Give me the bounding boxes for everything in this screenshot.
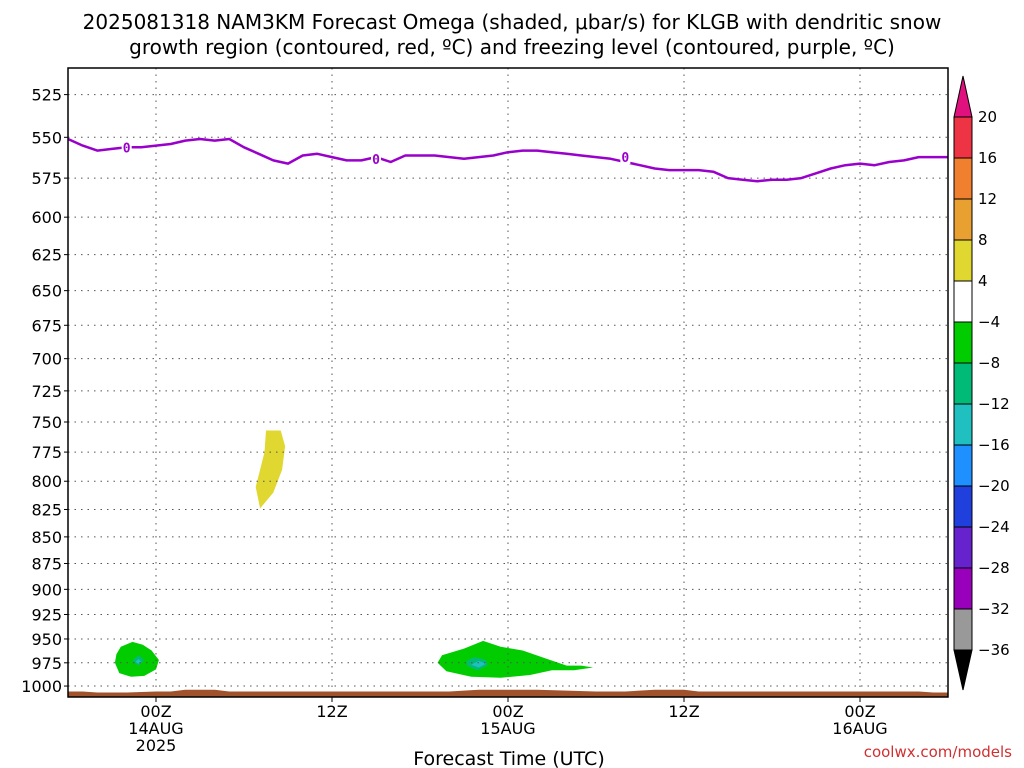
credit-text: coolwx.com/models (864, 743, 1012, 761)
colorbar-segment-8 (953, 444, 973, 487)
y-tick-label: 525 (31, 86, 62, 105)
plot-frame (67, 67, 949, 698)
x-tick-label: 00Z (844, 702, 875, 721)
y-tick-label: 600 (31, 208, 62, 227)
y-tick-label: 575 (31, 169, 62, 188)
freezing-level-contour (67, 137, 948, 183)
y-tick-label: 650 (31, 282, 62, 301)
omega-region-6 (471, 660, 486, 668)
y-tick-label: 675 (31, 316, 62, 335)
colorbar-segment-2 (953, 198, 973, 241)
y-tick-label: 825 (31, 500, 62, 519)
y-tick-label: 775 (31, 443, 62, 462)
y-tick-label: 925 (31, 605, 62, 624)
freezing-level-label: 0 (621, 151, 629, 166)
y-tick-label: 900 (31, 580, 62, 599)
x-tick-label: 16AUG (832, 719, 887, 738)
y-tick-label: 950 (31, 630, 62, 649)
y-tick-label: 550 (31, 128, 62, 147)
x-tick-label: 14AUG (128, 719, 183, 738)
colorbar-segment-4 (953, 280, 973, 323)
colorbar-label: −24 (978, 518, 1010, 536)
colorbar-label: 8 (978, 231, 988, 249)
y-tick-label: 800 (31, 472, 62, 491)
x-axis-label: Forecast Time (UTC) (413, 748, 604, 768)
y-tick-label: 850 (31, 528, 62, 547)
colorbar-segment-6 (953, 362, 973, 405)
x-tick-label: 00Z (492, 702, 523, 721)
colorbar-label: −12 (978, 395, 1010, 413)
terrain-ground (68, 689, 948, 697)
contour-label-bg (371, 150, 381, 166)
contour-label-bg (121, 139, 132, 155)
plot-area: 525 550 575 600 625 650 675 700 725 750 775 800 825 8… (21, 67, 949, 755)
x-tick-label: 15AUG (480, 719, 535, 738)
colorbar-label: −16 (978, 436, 1010, 454)
chart-title-line1: 2025081318 NAM3KM Forecast Omega (shaded… (83, 10, 942, 34)
colorbar-label: 12 (978, 190, 997, 208)
colorbar-segment-5 (953, 321, 973, 364)
colorbar-label: −8 (978, 354, 1000, 372)
colorbar-label: −36 (978, 641, 1010, 659)
colorbar-segment-9 (953, 485, 973, 528)
colorbar-segment-3 (953, 239, 973, 282)
x-tick-label: 12Z (668, 702, 699, 721)
colorbar-label: −20 (978, 477, 1010, 495)
y-tick-label: 700 (31, 350, 62, 369)
chart-title-line2: growth region (contoured, red, ºC) and f… (129, 35, 895, 59)
colorbar-label: 16 (978, 149, 997, 167)
colorbar-segment-1 (953, 157, 973, 200)
colorbar-segment-0 (953, 116, 973, 159)
colorbar-label: −28 (978, 559, 1010, 577)
colorbar-segment-11 (953, 567, 973, 610)
colorbar-segment-10 (953, 526, 973, 569)
colorbar: 20 16 12 8 4 −4 −8 −12 −16 −20 −24 −28 −32 −36 (953, 75, 1010, 691)
y-tick-label: 875 (31, 554, 62, 573)
colorbar-segment-12 (953, 608, 973, 651)
x-tick-label: 00Z (140, 702, 171, 721)
freezing-level-label: 0 (123, 141, 131, 156)
y-tick-label: 750 (31, 413, 62, 432)
freezing-level-label: 0 (372, 153, 380, 168)
y-tick-label: 975 (31, 654, 62, 673)
colorbar-segment-7 (953, 403, 973, 446)
y-tick-label: 725 (31, 382, 62, 401)
y-tick-label: 625 (31, 246, 62, 265)
y-tick-label: 1000 (21, 677, 62, 696)
colorbar-label: −32 (978, 600, 1010, 618)
colorbar-label: 4 (978, 272, 988, 290)
omega-region-0 (255, 430, 286, 509)
x-tick-label: 12Z (316, 702, 347, 721)
x-tick-label: 2025 (136, 736, 177, 755)
colorbar-label: −4 (978, 313, 1000, 331)
contour-label-bg (620, 149, 631, 165)
colorbar-label: 20 (978, 108, 997, 126)
